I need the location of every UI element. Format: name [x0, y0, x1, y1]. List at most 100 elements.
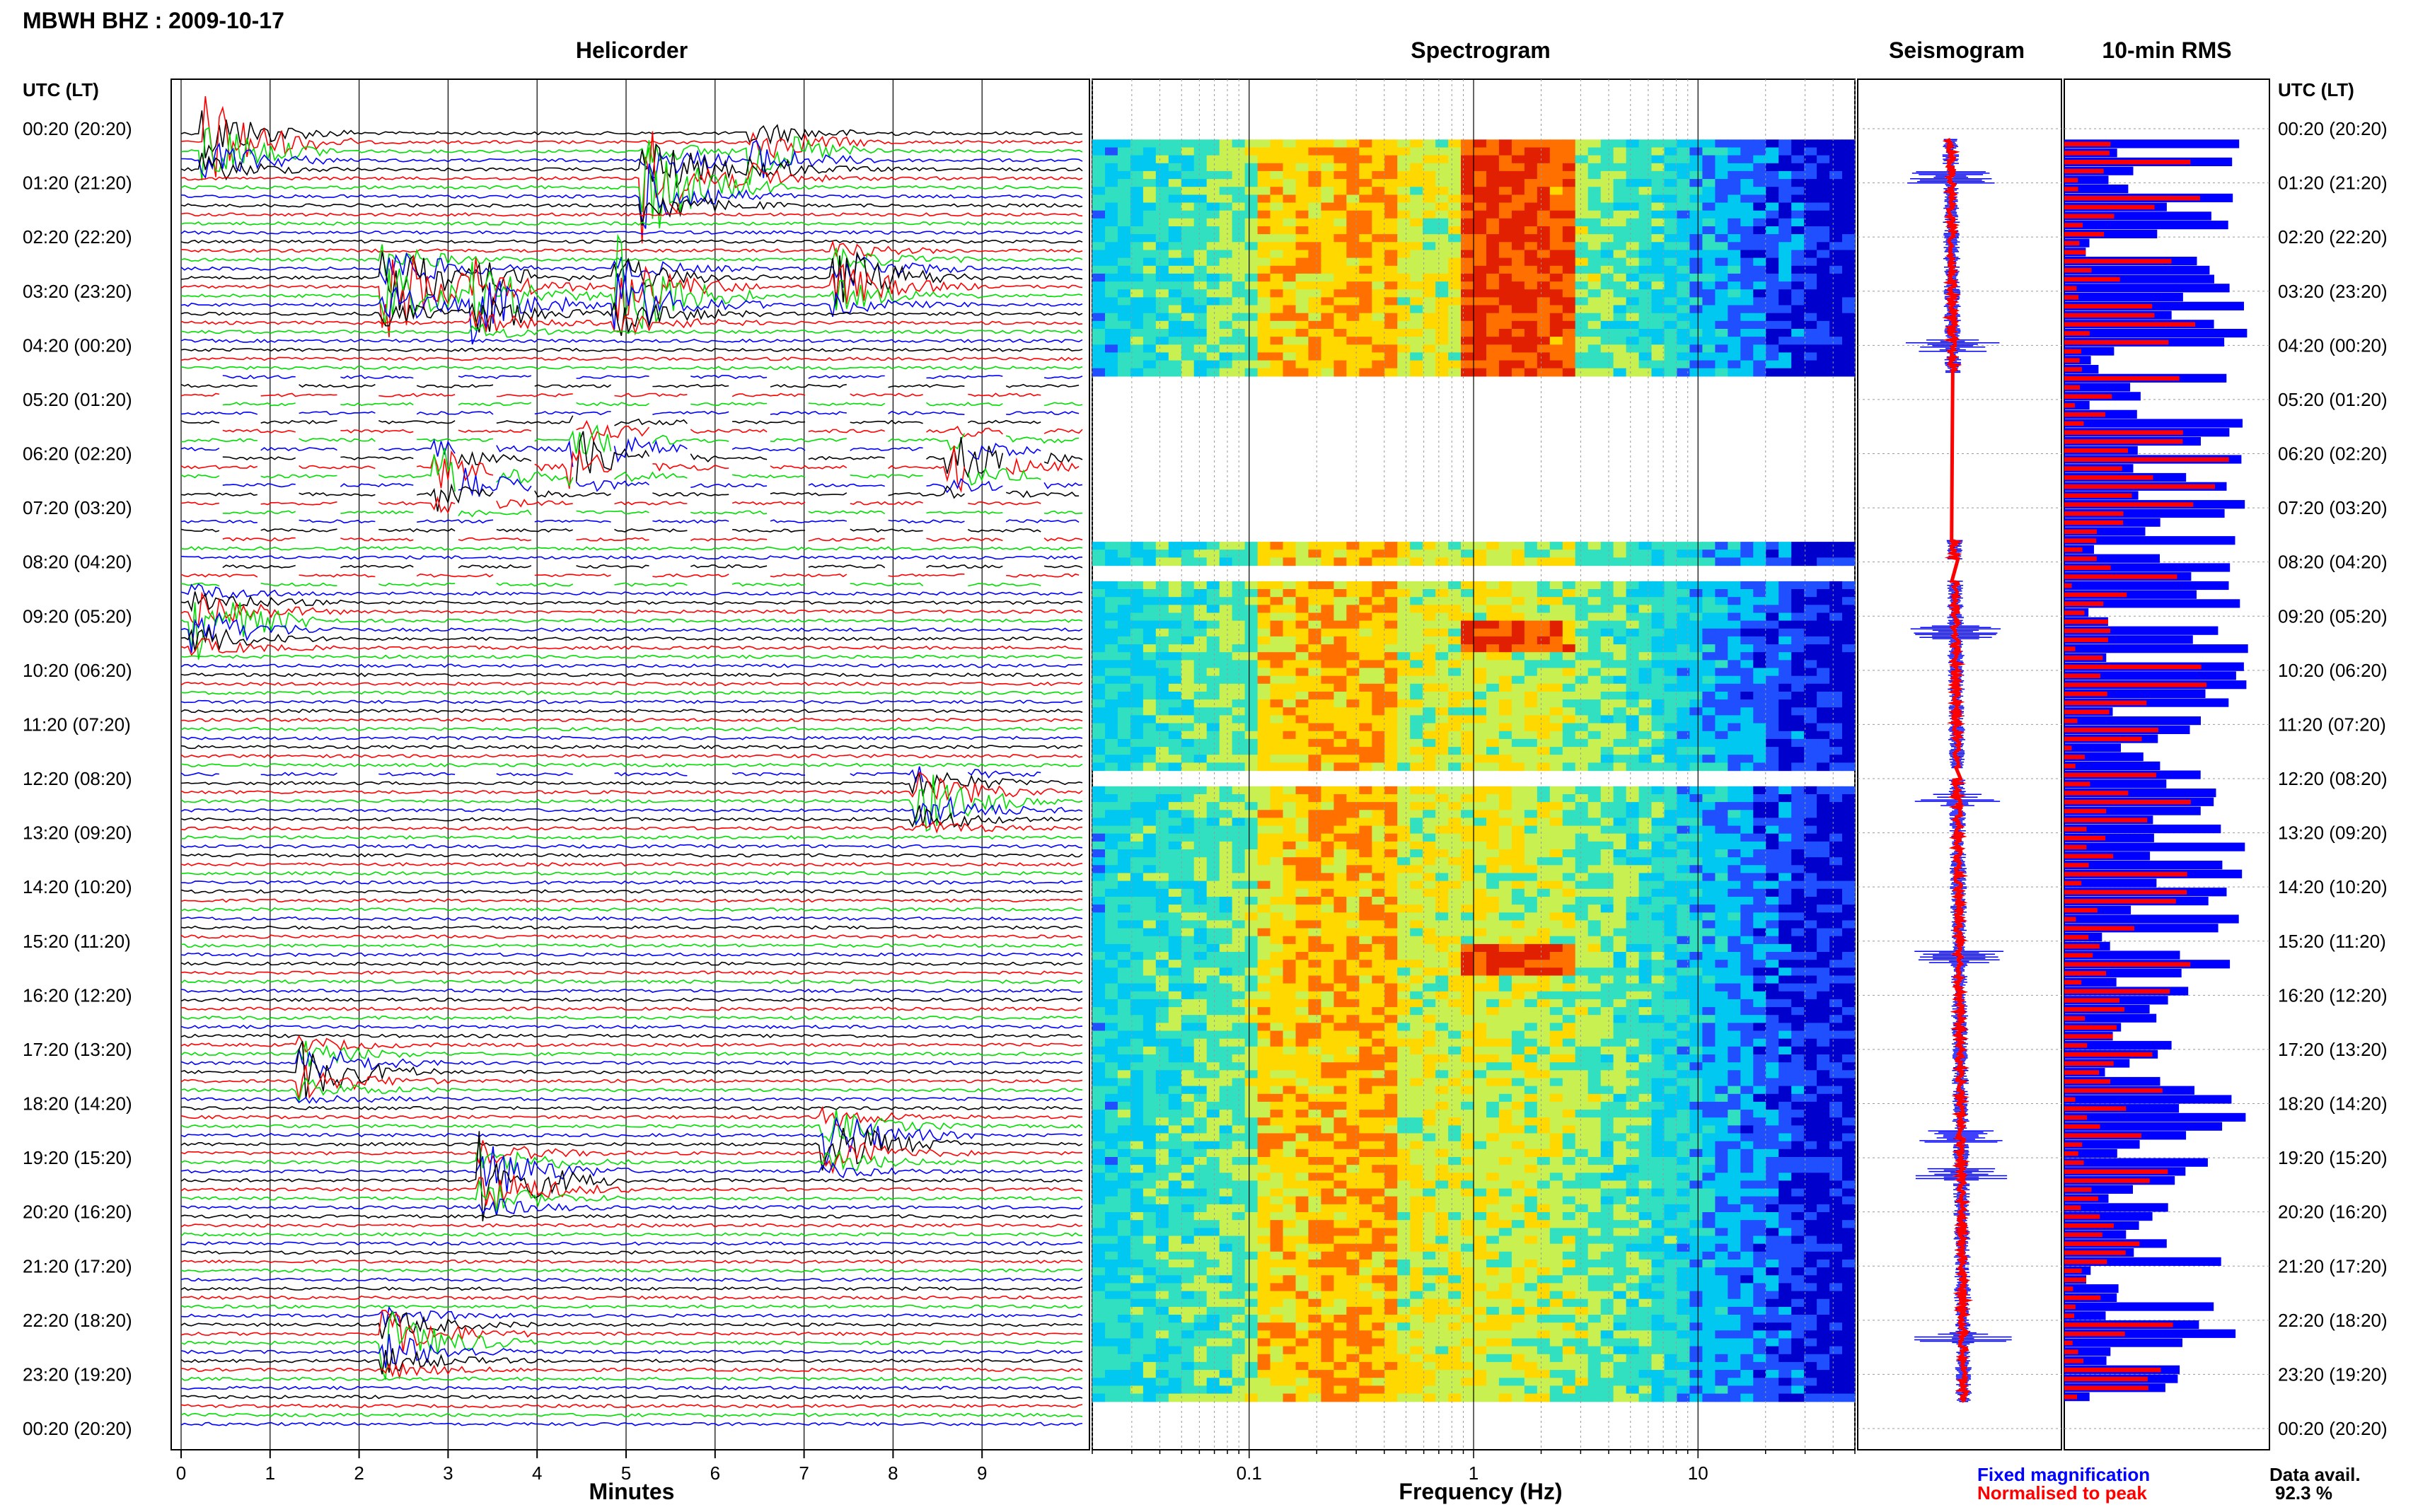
spectrogram-cell [1562, 683, 1576, 692]
spectrogram-cell [1283, 873, 1297, 882]
spectrogram-cell [1766, 936, 1779, 945]
spectrogram-cell [1321, 589, 1334, 598]
spectrogram-cell [1257, 738, 1271, 748]
spectrogram-cell [1359, 738, 1372, 748]
spectrogram-cell [1474, 155, 1487, 164]
spectrogram-cell [1689, 597, 1703, 605]
spectrogram-cell [1728, 747, 1741, 755]
spectrogram-cell [1410, 257, 1423, 267]
spectrogram-cell [1193, 952, 1208, 960]
spectrogram-cell [1498, 880, 1512, 890]
spectrogram-cell [1130, 905, 1144, 913]
spectrogram-cell [1575, 794, 1589, 803]
spectrogram-cell [1448, 210, 1462, 219]
spectrogram-cell [1092, 589, 1106, 598]
spectrogram-cell [1397, 542, 1411, 550]
spectrogram-cell [1155, 738, 1169, 748]
spectrogram-cell [1105, 849, 1118, 858]
spectrogram-cell [1181, 549, 1195, 558]
spectrogram-cell [1346, 644, 1360, 653]
spectrogram-cell [1689, 147, 1703, 156]
spectrogram-cell [1562, 960, 1576, 968]
spectrogram-cell [1193, 202, 1208, 211]
spectrogram-cell [1232, 920, 1246, 929]
spectrogram-cell [1498, 897, 1512, 905]
spectrogram-cell [1575, 605, 1589, 614]
spectrogram-cell [1474, 250, 1487, 259]
spectrogram-cell [1346, 139, 1360, 149]
spectrogram-cell [1321, 581, 1334, 590]
spectrogram-cell [1092, 147, 1106, 156]
spectrogram-cell [1626, 692, 1640, 700]
spectrogram-cell [1613, 786, 1627, 795]
spectrogram-cell [1715, 273, 1728, 282]
spectrogram-cell [1219, 226, 1233, 235]
spectrogram-cell [1829, 313, 1843, 322]
spectrogram-cell [1384, 644, 1398, 653]
spectrogram-cell [1575, 833, 1589, 842]
spectrogram-cell [1384, 755, 1398, 763]
spectrogram-cell [1842, 731, 1856, 740]
spectrogram-cell [1308, 660, 1321, 669]
spectrogram-cell [1638, 818, 1653, 827]
spectrogram-cell [1613, 912, 1627, 921]
spectrogram-cell [1270, 155, 1284, 164]
spectrogram-cell [1715, 542, 1728, 550]
spectrogram-cell [1397, 786, 1411, 795]
spectrogram-cell [1829, 943, 1843, 953]
spectrogram-cell [1549, 818, 1563, 827]
spectrogram-cell [1397, 250, 1411, 259]
spectrogram-cell [1308, 202, 1321, 211]
spectrogram-cell [1651, 960, 1665, 968]
spectrogram-cell [1283, 755, 1297, 763]
spectrogram-cell [1651, 194, 1665, 204]
spectrogram-cell [1537, 542, 1551, 550]
spectrogram-cell [1334, 644, 1347, 653]
spectrogram-cell [1423, 818, 1436, 827]
spectrogram-cell [1511, 841, 1525, 850]
helicorder-trace [180, 1277, 1083, 1282]
spectrogram-cell [1651, 810, 1665, 819]
spectrogram-cell [1728, 289, 1741, 298]
spectrogram-cell [1778, 337, 1792, 345]
spectrogram-cell [1638, 762, 1653, 772]
spectrogram-cell [1829, 857, 1843, 866]
spectrogram-cell [1524, 194, 1538, 204]
spectrogram-cell [1842, 825, 1856, 834]
spectrogram-cell [1626, 880, 1640, 890]
spectrogram-cell [1626, 273, 1640, 282]
spectrogram-cell [1283, 668, 1297, 677]
spectrogram-cell [1740, 952, 1754, 960]
spectrogram-cell [1346, 818, 1360, 827]
spectrogram-cell [1486, 147, 1500, 156]
spectrogram-cell [1359, 833, 1372, 842]
spectrogram-cell [1283, 731, 1297, 740]
spectrogram-cell [1397, 257, 1411, 267]
spectrogram-cell [1193, 313, 1208, 322]
spectrogram-cell [1117, 857, 1131, 866]
spectrogram-cell [1359, 652, 1372, 661]
spectrogram-cell [1232, 936, 1246, 945]
spectrogram-cell [1295, 297, 1309, 306]
spectrogram-cell [1778, 636, 1792, 645]
spectrogram-cell [1766, 715, 1779, 724]
spectrogram-cell [1193, 928, 1208, 937]
spectrogram-cell [1334, 825, 1347, 834]
spectrogram-cell [1498, 329, 1512, 337]
spectrogram-cell [1384, 234, 1398, 243]
spectrogram-cell [1423, 589, 1436, 598]
spectrogram-cell [1372, 683, 1385, 692]
spectrogram-cell [1130, 683, 1144, 692]
spectrogram-cell [1575, 597, 1589, 605]
spectrogram-cell [1206, 897, 1220, 905]
spectrogram-cell [1537, 147, 1551, 156]
spectrogram-cell [1143, 905, 1157, 913]
helicorder-trace [180, 699, 1083, 704]
spectrogram-cell [1257, 707, 1271, 716]
spectrogram-cell [1143, 549, 1157, 558]
spectrogram-cell [1474, 912, 1487, 921]
spectrogram-cell [1384, 912, 1398, 921]
helicorder-trace [180, 1095, 1083, 1105]
spectrogram-cell [1778, 194, 1792, 204]
spectrogram-cell [1575, 755, 1589, 763]
